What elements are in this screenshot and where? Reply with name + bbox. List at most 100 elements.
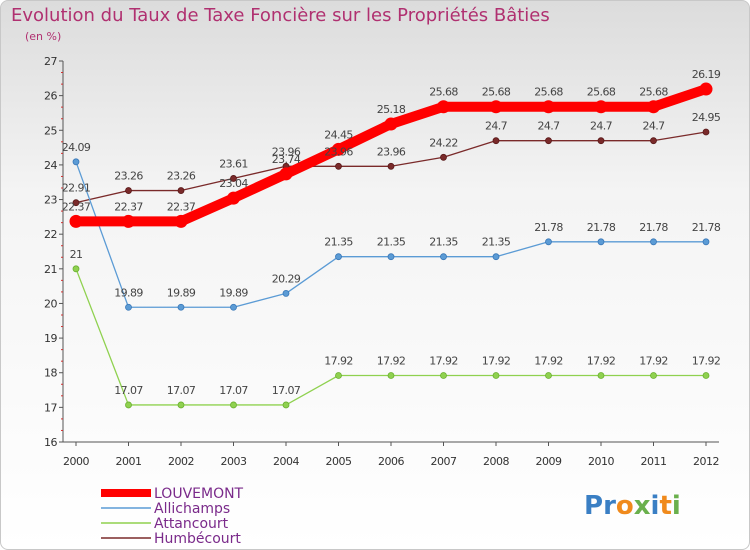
data-point-louvemont bbox=[489, 100, 503, 114]
y-tick-label: 17 bbox=[44, 401, 57, 414]
data-label-attancourt: 17.92 bbox=[324, 354, 353, 367]
data-point-louvemont bbox=[69, 214, 83, 228]
data-point-allichamps bbox=[650, 238, 657, 246]
data-label-allichamps: 21.35 bbox=[377, 236, 406, 249]
data-point-attancourt bbox=[335, 372, 342, 379]
x-tick-label: 2005 bbox=[326, 455, 352, 468]
x-tick-label: 2006 bbox=[378, 455, 404, 468]
data-label-louvemont: 23.04 bbox=[219, 177, 248, 190]
data-label-allichamps: 21.35 bbox=[429, 236, 458, 249]
chart-title: Evolution du Taux de Taxe Foncière sur l… bbox=[11, 5, 550, 26]
data-point-louvemont bbox=[279, 167, 293, 181]
data-label-attancourt: 17.07 bbox=[114, 384, 143, 397]
y-tick-label: 18 bbox=[44, 367, 57, 380]
data-point-humb-court bbox=[702, 128, 710, 136]
x-tick-label: 2001 bbox=[116, 455, 142, 468]
data-point-allichamps bbox=[177, 303, 185, 311]
x-tick-label: 2000 bbox=[63, 455, 89, 468]
data-label-attancourt: 17.92 bbox=[377, 354, 406, 367]
y-tick-label: 26 bbox=[44, 90, 57, 103]
data-label-attancourt: 17.92 bbox=[482, 354, 511, 367]
logo-letter: t bbox=[659, 491, 672, 521]
x-tick-label: 2004 bbox=[273, 455, 299, 468]
data-point-humb-court bbox=[72, 199, 80, 207]
data-point-allichamps bbox=[72, 158, 80, 166]
data-label-humb-court: 24.7 bbox=[642, 120, 665, 133]
data-point-louvemont bbox=[122, 214, 135, 228]
data-label-attancourt: 17.92 bbox=[692, 354, 721, 367]
data-point-humb-court bbox=[545, 137, 552, 145]
series-lines bbox=[69, 82, 713, 409]
data-label-humb-court: 22.91 bbox=[62, 182, 91, 195]
logo-letter: o bbox=[615, 491, 634, 521]
data-label-humb-court: 23.96 bbox=[324, 145, 353, 158]
legend-label-louvemont: LOUVEMONT bbox=[154, 486, 244, 502]
legend-label-attancourt: Attancourt bbox=[154, 516, 229, 532]
chart-unit: (en %) bbox=[25, 30, 62, 43]
data-label-louvemont: 24.45 bbox=[324, 128, 353, 141]
data-point-louvemont bbox=[174, 214, 188, 228]
data-label-humb-court: 23.61 bbox=[219, 157, 248, 170]
data-point-humb-court bbox=[335, 162, 342, 170]
data-point-attancourt bbox=[177, 401, 185, 409]
legend-label-humb-court: Humbécourt bbox=[154, 531, 241, 547]
data-point-allichamps bbox=[282, 290, 290, 297]
data-point-allichamps bbox=[492, 253, 500, 261]
data-label-louvemont: 23.74 bbox=[272, 153, 301, 166]
data-point-allichamps bbox=[545, 238, 552, 246]
data-labels: 22.91 23.26 23.26 23.61 23.96 23.96 23.96 24.22… bbox=[62, 68, 722, 397]
data-label-attancourt: 17.07 bbox=[167, 384, 196, 397]
data-label-humb-court: 24.7 bbox=[537, 120, 560, 133]
data-label-attancourt: 17.92 bbox=[429, 354, 458, 367]
data-point-humb-court bbox=[440, 153, 447, 161]
data-label-attancourt: 17.07 bbox=[219, 384, 248, 397]
data-label-louvemont: 26.19 bbox=[692, 68, 721, 81]
data-label-humb-court: 24.7 bbox=[485, 120, 508, 133]
logo-letter: P bbox=[584, 491, 604, 521]
data-point-louvemont bbox=[332, 142, 345, 156]
data-label-louvemont: 22.37 bbox=[62, 200, 91, 213]
data-label-humb-court: 24.95 bbox=[692, 111, 721, 124]
data-point-louvemont bbox=[384, 117, 398, 131]
y-tick-label: 24 bbox=[44, 159, 57, 172]
data-point-allichamps bbox=[597, 238, 605, 246]
data-point-allichamps bbox=[702, 238, 710, 246]
x-tick-label: 2012 bbox=[693, 455, 719, 468]
data-label-humb-court: 24.22 bbox=[429, 136, 458, 149]
y-tick-label: 19 bbox=[44, 332, 57, 345]
logo-letter: r bbox=[603, 491, 616, 521]
data-point-allichamps bbox=[387, 253, 395, 261]
data-label-attancourt: 17.92 bbox=[639, 354, 668, 367]
data-label-allichamps: 21.35 bbox=[324, 236, 353, 249]
data-point-allichamps bbox=[230, 303, 237, 311]
data-label-louvemont: 25.68 bbox=[429, 86, 458, 99]
data-point-louvemont bbox=[647, 100, 660, 114]
logo-letter: x bbox=[633, 491, 651, 521]
data-point-attancourt bbox=[125, 401, 132, 409]
proxiti-logo: Proxiti bbox=[584, 491, 681, 521]
data-point-attancourt bbox=[702, 372, 710, 379]
data-label-attancourt: 17.92 bbox=[534, 354, 563, 367]
y-tick-label: 25 bbox=[44, 124, 57, 137]
data-point-humb-court bbox=[125, 187, 132, 194]
y-tick-label: 16 bbox=[44, 436, 57, 449]
data-label-allichamps: 19.89 bbox=[114, 286, 143, 299]
y-tick-label: 21 bbox=[44, 263, 57, 276]
data-label-louvemont: 22.37 bbox=[114, 200, 143, 213]
x-tick-label: 2002 bbox=[168, 455, 194, 468]
data-label-allichamps: 24.09 bbox=[62, 141, 91, 154]
data-label-humb-court: 23.26 bbox=[114, 170, 143, 183]
data-label-louvemont: 25.68 bbox=[639, 86, 668, 99]
data-label-allichamps: 19.89 bbox=[219, 286, 248, 299]
data-point-attancourt bbox=[545, 372, 552, 379]
data-label-attancourt: 21 bbox=[70, 248, 83, 261]
data-point-attancourt bbox=[440, 372, 447, 379]
data-point-humb-court bbox=[230, 175, 237, 182]
data-point-humb-court bbox=[177, 187, 185, 194]
data-label-allichamps: 19.89 bbox=[167, 286, 196, 299]
data-label-louvemont: 25.68 bbox=[482, 86, 511, 99]
data-label-humb-court: 23.96 bbox=[272, 145, 301, 158]
y-tick-label: 20 bbox=[44, 297, 57, 310]
data-point-humb-court bbox=[650, 137, 657, 145]
